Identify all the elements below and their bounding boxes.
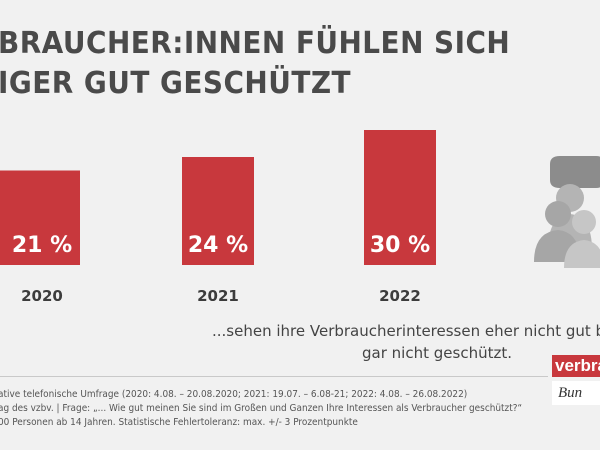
vzbv-logo: verbrauche Bun: [552, 355, 600, 407]
title-line-2: IGER GUT GESCHÜTZT: [0, 66, 352, 101]
footnote-line-2: ag des vzbv. | Frage: „... Wie gut meine…: [0, 403, 523, 414]
divider: [0, 376, 548, 377]
bar-2021: [182, 157, 254, 265]
footnote-line-3: 00 Personen ab 14 Jahren. Statistische F…: [0, 417, 358, 428]
value-label-2020: 21 %: [12, 233, 72, 258]
bar-2022: [364, 130, 436, 265]
title-line-1: BRAUCHER:INNEN FÜHLEN SICH: [0, 26, 511, 61]
caption-line-2: gar nicht geschützt.: [362, 344, 512, 362]
logo-text-bottom: Bun: [552, 381, 600, 405]
bar-chart: 21 % 24 % 30 % 2020 2021 2022: [0, 130, 436, 305]
footnote-line-1: ative telefonische Umfrage (2020: 4.08. …: [0, 389, 468, 400]
value-label-2021: 24 %: [188, 233, 248, 258]
value-label-2022: 30 %: [370, 233, 430, 258]
bar-2020: [0, 170, 80, 265]
category-label-2022: 2022: [379, 287, 421, 305]
category-label-2021: 2021: [197, 287, 239, 305]
people-speech-bubble-icon: [534, 156, 600, 268]
page-title: BRAUCHER:INNEN FÜHLEN SICH IGER GUT GESC…: [0, 24, 511, 104]
logo-text-top: verbrauche: [552, 355, 600, 377]
caption-line-1: ...sehen ihre Verbraucherinteressen eher…: [212, 322, 600, 340]
source-footnote: ative telefonische Umfrage (2020: 4.08. …: [0, 388, 522, 430]
chart-caption: ...sehen ihre Verbraucherinteressen eher…: [212, 320, 600, 364]
category-label-2020: 2020: [21, 287, 63, 305]
